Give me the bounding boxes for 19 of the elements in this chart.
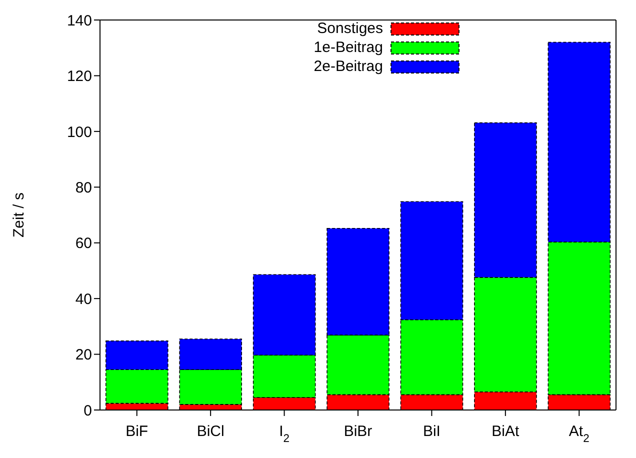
x-tick-label: BiF <box>126 423 148 440</box>
y-axis-title: Zeit / s <box>10 192 28 238</box>
y-tick-label: 140 <box>66 12 92 30</box>
x-tick-label: BiI <box>422 423 440 440</box>
y-tick-label: 20 <box>75 346 92 364</box>
y-tick-label: 60 <box>75 235 92 252</box>
y-tick-label: 40 <box>75 290 92 308</box>
x-tick-label: At$_{2}$ <box>568 423 590 445</box>
legend-label: Sonstiges <box>317 20 383 37</box>
x-tick-label: I$_{2}$ <box>279 423 290 445</box>
legend-label: 1e-Beitrag <box>314 39 383 56</box>
y-tick-label: 80 <box>75 179 92 196</box>
x-tick-label: BiCl <box>196 423 224 440</box>
x-tick-label: BiAt <box>492 423 520 440</box>
y-tick-label: 100 <box>66 124 92 141</box>
y-tick-label: 120 <box>66 68 92 86</box>
y-tick-label: 0 <box>84 402 92 420</box>
x-tick-label: BiBr <box>344 423 372 440</box>
legend-label: 2e-Beitrag <box>314 58 383 75</box>
